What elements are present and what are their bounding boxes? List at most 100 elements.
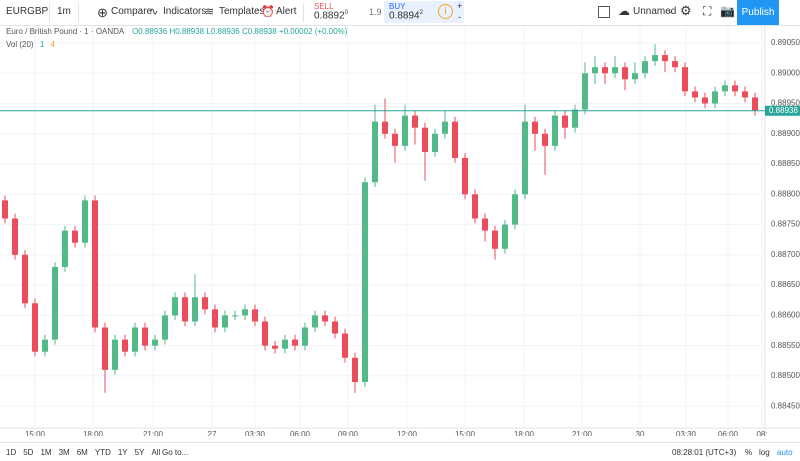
- x-tick-label: 09:00: [338, 430, 359, 436]
- y-tick-label: 0.88800: [771, 189, 800, 198]
- x-tick-label: 03:30: [245, 430, 266, 436]
- candle-body: [432, 133, 438, 152]
- layout-name[interactable]: Unnamed: [633, 6, 677, 17]
- candle-body: [112, 339, 118, 370]
- plus-button[interactable]: +: [457, 1, 463, 11]
- candle-body: [262, 321, 268, 346]
- range-button[interactable]: All: [151, 448, 161, 457]
- range-button[interactable]: 6M: [76, 448, 88, 457]
- candle-body: [492, 230, 498, 249]
- publish-button[interactable]: Publish: [737, 0, 779, 25]
- range-button[interactable]: 5D: [23, 448, 34, 457]
- volume-b: 4: [50, 40, 55, 49]
- candle-body: [222, 315, 228, 328]
- candle-body: [82, 200, 88, 243]
- y-tick-label: 0.88700: [771, 250, 800, 259]
- range-button[interactable]: 1M: [40, 448, 52, 457]
- range-button[interactable]: 1Y: [117, 448, 128, 457]
- buy-label[interactable]: BUY: [389, 2, 406, 11]
- candle-body: [122, 339, 128, 352]
- checkbox[interactable]: [598, 6, 610, 18]
- candle-body: [252, 309, 258, 322]
- legend-title: Euro / British Pound · 1 · OANDA: [6, 27, 124, 36]
- symbol-button[interactable]: EURGBP: [6, 6, 49, 17]
- x-tick-label: 08:: [756, 430, 767, 436]
- candle-body: [322, 315, 328, 322]
- candle-body: [632, 73, 638, 80]
- range-button[interactable]: 1D: [6, 448, 17, 457]
- percent-button[interactable]: %: [745, 448, 753, 457]
- legend-low: L0.88936: [206, 27, 240, 36]
- y-tick-label: 0.88850: [771, 159, 800, 168]
- buy-price-sup: 2: [419, 10, 423, 16]
- candle-body: [732, 85, 738, 92]
- candle-body: [42, 339, 48, 352]
- candle-body: [652, 55, 658, 62]
- legend-close: C0.88938: [241, 27, 277, 36]
- candle-body: [362, 182, 368, 382]
- candle-body: [62, 230, 68, 267]
- x-tick-label: 18:00: [83, 430, 104, 436]
- range-button[interactable]: 5Y: [134, 448, 145, 457]
- fullscreen-icon[interactable]: ⛶: [703, 4, 712, 18]
- range-button[interactable]: YTD: [94, 448, 111, 457]
- candle-body: [722, 85, 728, 92]
- candle-body: [162, 315, 168, 340]
- sell-price-main: 0.8892: [314, 10, 345, 22]
- minus-button[interactable]: -: [458, 12, 461, 22]
- sell-price[interactable]: 0.88920: [314, 10, 348, 21]
- y-tick-label: 0.88450: [771, 401, 800, 410]
- candle-body: [712, 91, 718, 104]
- candle-body: [12, 218, 18, 255]
- goto-button[interactable]: Go to...: [162, 448, 189, 457]
- x-tick-label: 06:00: [290, 430, 311, 436]
- candle-body: [412, 115, 418, 128]
- candle-body: [52, 266, 58, 340]
- range-buttons: 1D 5D 1M 3M 6M YTD 1Y 5Y All: [6, 448, 167, 457]
- candle-body: [272, 345, 278, 349]
- candle-body: [292, 339, 298, 346]
- cloud-icon: ☁: [618, 4, 630, 18]
- buy-price[interactable]: 0.88942: [389, 10, 423, 21]
- candle-body: [192, 297, 198, 322]
- volume-a: 1: [39, 40, 45, 49]
- candle-body: [532, 121, 538, 134]
- candle-body: [352, 357, 358, 382]
- sell-label[interactable]: SELL: [314, 2, 334, 11]
- range-button[interactable]: 3M: [58, 448, 70, 457]
- candle-body: [542, 133, 548, 146]
- alert-button[interactable]: Alert: [276, 6, 297, 17]
- indicators-button[interactable]: Indicators: [163, 6, 207, 17]
- sell-price-sup: 0: [344, 10, 348, 16]
- candle-body: [522, 121, 528, 195]
- y-tick-label: 0.88650: [771, 280, 800, 289]
- candle-body: [72, 230, 78, 243]
- templates-button[interactable]: Templates: [219, 6, 265, 17]
- spread: 1.9: [369, 7, 382, 17]
- legend-open: O0.88936: [132, 27, 168, 36]
- snapshot-icon[interactable]: 📷: [720, 4, 735, 18]
- x-tick-label: 18:00: [514, 430, 535, 436]
- candle-body: [312, 315, 318, 328]
- settings-icon[interactable]: ⚙: [680, 3, 692, 18]
- indicators-icon: ∿: [149, 6, 159, 18]
- candle-body: [382, 121, 388, 134]
- chart: 0.88450 0.88500 0.88550 0.88600 0.88650 0.887…: [0, 26, 800, 436]
- auto-button[interactable]: auto: [777, 448, 793, 457]
- last-price-tag: [765, 105, 800, 116]
- y-tick-label: 0.89050: [771, 38, 800, 47]
- candle-body: [612, 67, 618, 74]
- candle-body: [442, 121, 448, 134]
- y-tick-label: 0.88500: [771, 371, 800, 380]
- layout-caret[interactable]: ⌄: [667, 6, 674, 15]
- buy-price-main: 0.8894: [389, 10, 420, 22]
- candle-body: [692, 91, 698, 98]
- volume-legend: Vol (20) 1 4: [6, 40, 55, 49]
- candle-body: [512, 194, 518, 225]
- log-button[interactable]: log: [759, 448, 770, 457]
- interval-button[interactable]: 1m: [57, 6, 71, 17]
- compare-button[interactable]: Compare: [111, 6, 153, 17]
- candle-body: [622, 67, 628, 80]
- info-icon[interactable]: i: [438, 4, 453, 19]
